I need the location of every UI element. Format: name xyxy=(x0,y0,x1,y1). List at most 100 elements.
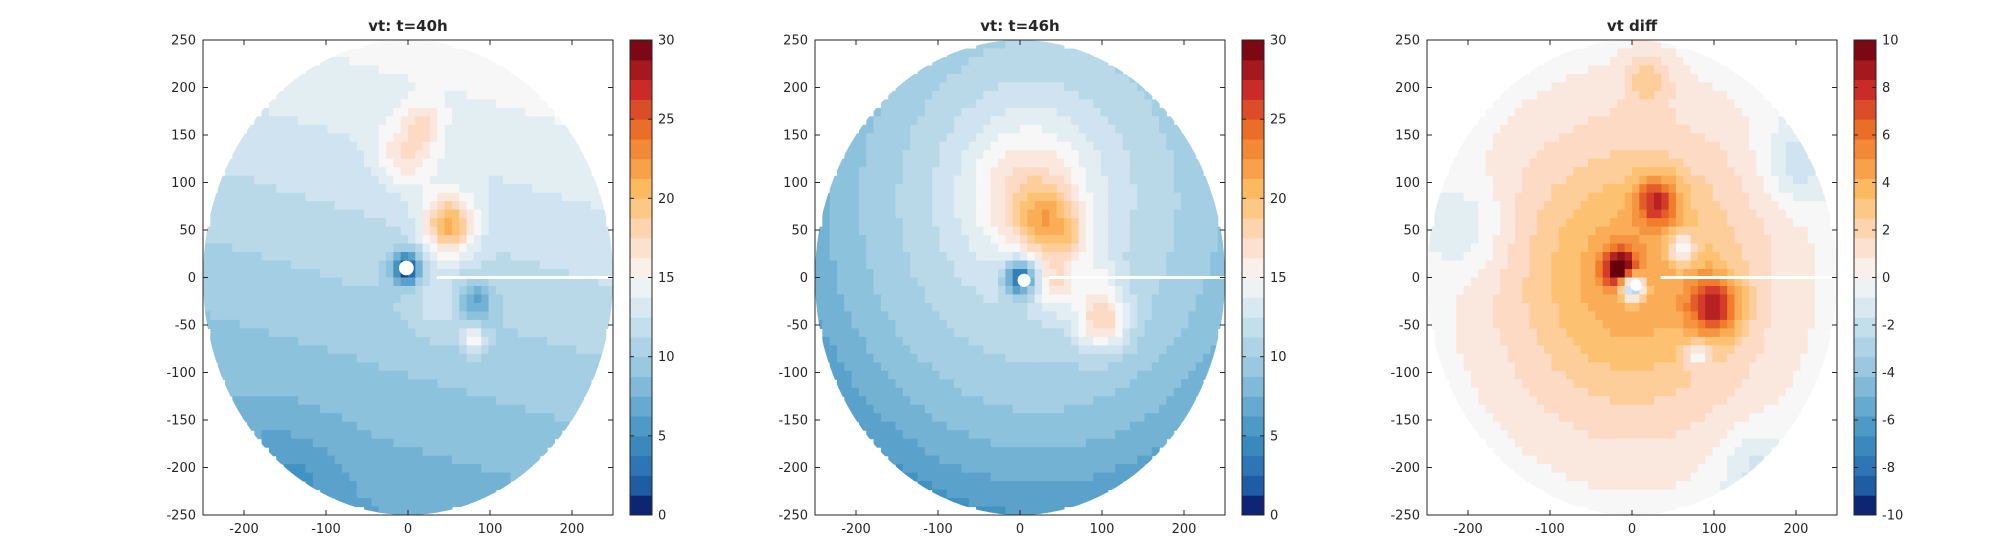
field-cell xyxy=(976,116,984,126)
field-cell xyxy=(422,107,431,117)
field-cell xyxy=(1041,362,1050,372)
field-cell xyxy=(1159,302,1168,313)
field-cell xyxy=(1078,379,1087,389)
field-cell xyxy=(583,175,592,185)
field-cell xyxy=(466,226,475,236)
field-cell xyxy=(1188,201,1197,211)
field-cell xyxy=(939,396,948,406)
field-cell xyxy=(561,260,570,270)
field-cell xyxy=(334,421,343,431)
field-cell xyxy=(1115,311,1124,321)
field-cell xyxy=(976,404,984,414)
field-cell xyxy=(1144,226,1153,236)
field-cell xyxy=(525,243,534,253)
field-cell xyxy=(276,116,285,126)
field-cell xyxy=(858,141,867,151)
field-cell xyxy=(349,90,358,100)
field-cell xyxy=(1188,167,1197,177)
field-cell xyxy=(224,362,233,372)
field-cell xyxy=(822,336,831,346)
field-cell xyxy=(356,124,365,134)
field-cell xyxy=(836,319,845,329)
field-cell xyxy=(924,285,933,296)
field-cell xyxy=(349,481,358,491)
field-cell xyxy=(217,353,226,363)
field-cell xyxy=(976,311,984,321)
field-cell xyxy=(895,184,904,194)
field-cell xyxy=(910,252,919,262)
field-cell xyxy=(1012,40,1021,50)
field-cell xyxy=(554,285,563,296)
field-cell xyxy=(517,99,526,109)
field-cell xyxy=(954,269,963,279)
field-cell xyxy=(1144,387,1153,397)
field-cell xyxy=(866,379,875,389)
field-cell xyxy=(1188,285,1197,296)
field-cell xyxy=(576,209,585,219)
field-cell xyxy=(598,336,607,346)
field-cell xyxy=(1217,235,1225,245)
field-cell xyxy=(210,345,219,355)
field-cell xyxy=(1005,370,1014,380)
field-cell xyxy=(990,260,999,270)
field-cell xyxy=(873,430,882,440)
field-cell xyxy=(488,175,497,185)
field-cell xyxy=(924,294,933,304)
field-cell xyxy=(990,40,999,50)
field-cell xyxy=(1159,184,1168,194)
field-cell xyxy=(1063,141,1072,151)
field-cell xyxy=(386,294,394,304)
field-cell xyxy=(939,311,948,321)
field-cell xyxy=(1034,175,1043,185)
field-cell xyxy=(1159,269,1168,279)
field-cell xyxy=(217,201,226,211)
field-cell xyxy=(386,107,394,117)
field-cell xyxy=(1085,65,1094,75)
field-cell xyxy=(283,150,292,160)
field-cell xyxy=(1151,328,1160,338)
field-cell xyxy=(415,294,424,304)
field-cell xyxy=(1107,192,1116,202)
field-cell xyxy=(888,235,897,245)
field-cell xyxy=(268,379,277,389)
field-cell xyxy=(1012,107,1021,117)
field-cell xyxy=(1173,269,1182,279)
field-cell xyxy=(1041,201,1050,211)
field-cell xyxy=(1129,252,1138,262)
field-cell xyxy=(1115,209,1124,219)
field-cell xyxy=(532,209,541,219)
field-cell xyxy=(415,455,424,465)
field-cell xyxy=(481,90,490,100)
field-cell xyxy=(1049,218,1058,228)
field-cell xyxy=(444,65,453,75)
field-cell xyxy=(451,209,460,219)
field-cell xyxy=(851,319,860,329)
field-cell xyxy=(932,107,941,117)
field-cell xyxy=(836,158,845,168)
field-cell xyxy=(1210,252,1219,262)
field-cell xyxy=(290,455,299,465)
field-cell xyxy=(866,209,875,219)
field-cell xyxy=(880,235,889,245)
field-cell xyxy=(312,481,321,491)
field-cell xyxy=(1012,252,1021,262)
field-cell xyxy=(851,353,860,363)
field-cell xyxy=(386,438,394,448)
field-cell xyxy=(232,336,241,346)
field-cell xyxy=(371,506,380,515)
field-cell xyxy=(1041,209,1050,219)
field-cell xyxy=(386,379,394,389)
field-cell xyxy=(320,438,329,448)
field-cell xyxy=(815,269,823,279)
x-tick-label: 0 xyxy=(404,522,412,537)
field-cell xyxy=(539,379,548,389)
field-cell xyxy=(1012,421,1021,431)
field-cell xyxy=(356,285,365,296)
field-cell xyxy=(349,472,358,482)
field-cell xyxy=(232,175,241,185)
field-cell xyxy=(261,294,270,304)
field-cell xyxy=(400,387,409,397)
field-cell xyxy=(378,302,387,313)
field-cell xyxy=(539,396,548,406)
field-cell xyxy=(1056,90,1065,100)
